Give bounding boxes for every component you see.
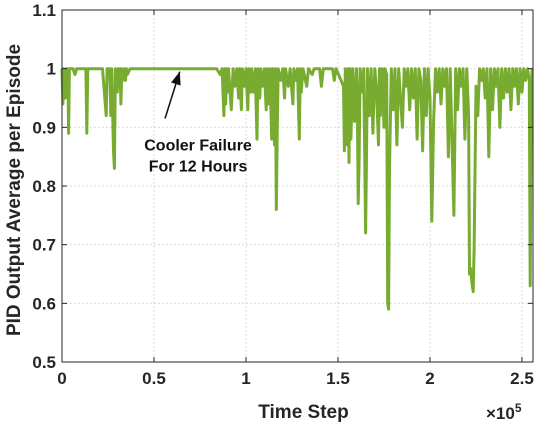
y-tick-label: 0.8: [32, 177, 56, 196]
y-tick-label: 1.1: [32, 1, 56, 20]
x-tick-label: 1: [241, 369, 250, 388]
x-tick-label: 2: [425, 369, 434, 388]
x-axis-exponent-power: 5: [515, 401, 522, 415]
y-tick-label: 0.7: [32, 236, 56, 255]
x-axis-exponent-base: ×10: [486, 404, 515, 423]
y-tick-label: 0.5: [32, 353, 56, 372]
x-tick-label: 0.5: [142, 369, 166, 388]
x-axis-exponent: ×105: [486, 401, 522, 423]
tick-marks: [61, 9, 533, 363]
annotation-text: Cooler Failure: [144, 138, 252, 155]
annotation-arrowhead: [171, 71, 181, 86]
y-tick-label: 1: [47, 60, 56, 79]
tick-labels: 0 0.5 1 1.5 2 2.50.50.60.70.80.911.1: [32, 1, 533, 388]
y-axis-label: PID Output Average per Episode: [4, 44, 25, 336]
x-axis-label: Time Step: [258, 402, 348, 423]
y-tick-label: 0.9: [32, 118, 56, 137]
series-group: [60, 67, 534, 311]
x-tick-label: 0: [57, 369, 66, 388]
series-line: [60, 67, 534, 311]
y-tick-label: 0.6: [32, 294, 56, 313]
x-tick-label: 1.5: [326, 369, 350, 388]
annotation-text: For 12 Hours: [149, 159, 248, 176]
annotation: Cooler Failure For 12 Hours: [144, 71, 252, 176]
x-tick-label: 2.5: [510, 369, 534, 388]
